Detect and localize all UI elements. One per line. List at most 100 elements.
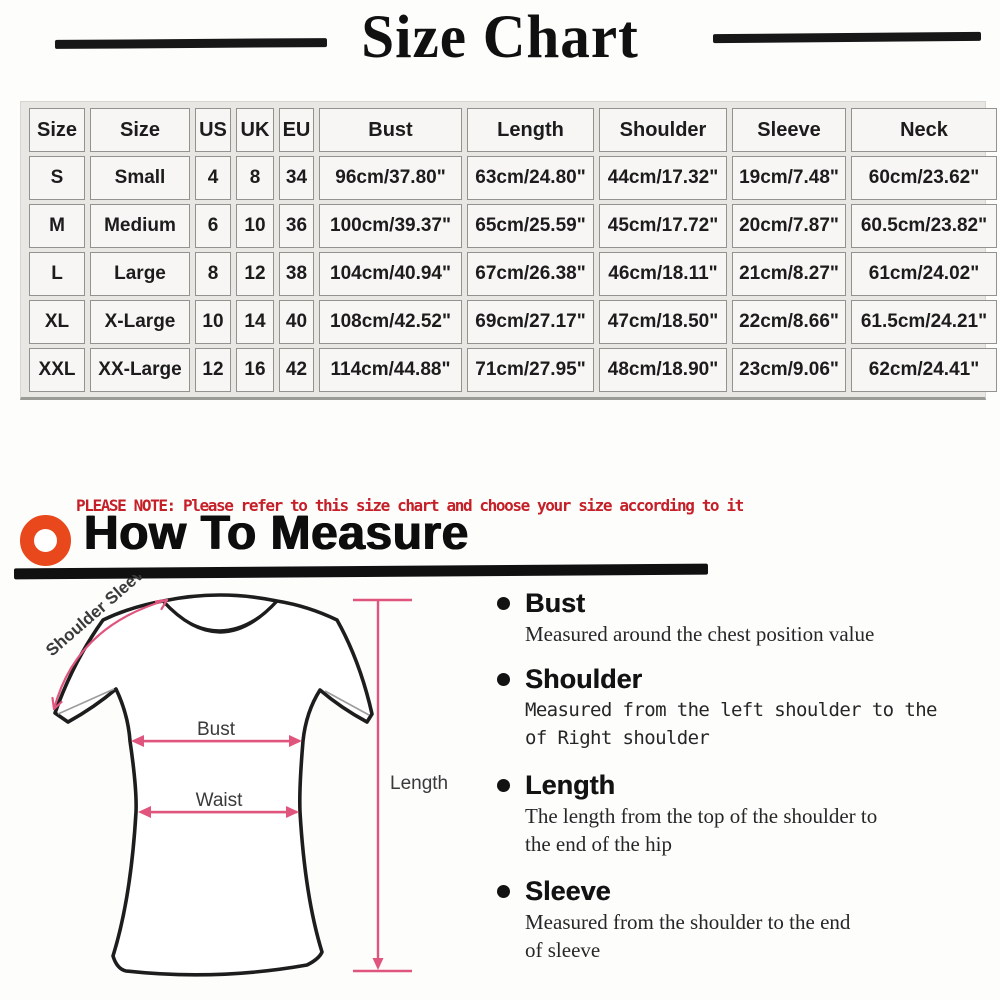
table-cell: Medium bbox=[90, 204, 190, 248]
table-cell: 6 bbox=[195, 204, 231, 248]
col-header-sleeve: Sleeve bbox=[732, 108, 846, 152]
col-header-neck: Neck bbox=[851, 108, 997, 152]
table-cell: 10 bbox=[236, 204, 274, 248]
table-cell: XL bbox=[29, 300, 85, 344]
col-header-bust: Bust bbox=[319, 108, 462, 152]
table-cell: 16 bbox=[236, 348, 274, 392]
table-cell: 46cm/18.11" bbox=[599, 252, 727, 296]
table-cell: 21cm/8.27" bbox=[732, 252, 846, 296]
table-cell: 60cm/23.62" bbox=[851, 156, 997, 200]
table-cell: 8 bbox=[236, 156, 274, 200]
table-cell: 22cm/8.66" bbox=[732, 300, 846, 344]
table-cell: 38 bbox=[279, 252, 314, 296]
table-cell: 12 bbox=[195, 348, 231, 392]
col-header-size-name: Size bbox=[90, 108, 190, 152]
table-cell: 23cm/9.06" bbox=[732, 348, 846, 392]
table-cell: 108cm/42.52" bbox=[319, 300, 462, 344]
table-cell: L bbox=[29, 252, 85, 296]
table-cell: Small bbox=[90, 156, 190, 200]
measure-desc: The length from the top of the shoulder … bbox=[525, 804, 878, 856]
table-cell: XXL bbox=[29, 348, 85, 392]
bullet-icon bbox=[497, 597, 510, 610]
table-row-l: L Large 8 12 38 104cm/40.94" 67cm/26.38"… bbox=[29, 252, 997, 296]
measure-desc: Measured around the chest position value bbox=[525, 622, 875, 646]
measure-term: Sleeve bbox=[525, 876, 611, 906]
ring-bullet-icon bbox=[20, 515, 71, 566]
col-header-shoulder: Shoulder bbox=[599, 108, 727, 152]
measure-term: Length bbox=[525, 770, 615, 800]
collar-inner-line bbox=[169, 607, 271, 632]
table-header-row: Size Size US UK EU Bust Length Shoulder … bbox=[29, 108, 997, 152]
col-header-size-code: Size bbox=[29, 108, 85, 152]
table-cell: Large bbox=[90, 252, 190, 296]
table-cell: 96cm/37.80" bbox=[319, 156, 462, 200]
col-header-us: US bbox=[195, 108, 231, 152]
measure-item-length: Length The length from the top of the sh… bbox=[497, 770, 975, 858]
table-cell: 65cm/25.59" bbox=[467, 204, 594, 248]
length-label: Length bbox=[390, 773, 448, 794]
shoulder-sleeve-arrow bbox=[51, 598, 169, 711]
measure-item-sleeve: Sleeve Measured from the shoulder to the… bbox=[497, 876, 975, 964]
bust-arrow bbox=[131, 735, 302, 747]
waist-label: Waist bbox=[196, 790, 244, 811]
table-row-m: M Medium 6 10 36 100cm/39.37" 65cm/25.59… bbox=[29, 204, 997, 248]
col-header-length: Length bbox=[467, 108, 594, 152]
waist-arrow bbox=[138, 806, 299, 818]
table-cell: 48cm/18.90" bbox=[599, 348, 727, 392]
measure-term: Bust bbox=[525, 588, 585, 618]
table-cell: 36 bbox=[279, 204, 314, 248]
size-chart-table: Size Size US UK EU Bust Length Shoulder … bbox=[24, 104, 1000, 396]
tshirt-measure-diagram: Shoulder Sleeve Bust Waist Length bbox=[42, 575, 448, 977]
table-cell: M bbox=[29, 204, 85, 248]
page-title: Size Chart bbox=[361, 4, 639, 71]
table-row-xl: XL X-Large 10 14 40 108cm/42.52" 69cm/27… bbox=[29, 300, 997, 344]
table-cell: X-Large bbox=[90, 300, 190, 344]
table-cell: 14 bbox=[236, 300, 274, 344]
size-table-container: Size Size US UK EU Bust Length Shoulder … bbox=[20, 101, 997, 400]
left-cuff-seam bbox=[57, 688, 115, 715]
table-cell: 69cm/27.17" bbox=[467, 300, 594, 344]
length-arrow bbox=[353, 598, 412, 973]
table-cell: 71cm/27.95" bbox=[467, 348, 594, 392]
bullet-icon bbox=[497, 779, 510, 792]
table-cell: 61.5cm/24.21" bbox=[851, 300, 997, 344]
table-cell: 100cm/39.37" bbox=[319, 204, 462, 248]
table-cell: 114cm/44.88" bbox=[319, 348, 462, 392]
col-header-uk: UK bbox=[236, 108, 274, 152]
section-heading: How To Measure bbox=[84, 507, 469, 560]
table-row-xxl: XXL XX-Large 12 16 42 114cm/44.88" 71cm/… bbox=[29, 348, 997, 392]
col-header-eu: EU bbox=[279, 108, 314, 152]
tshirt-outline bbox=[53, 593, 374, 977]
table-cell: 34 bbox=[279, 156, 314, 200]
table-cell: 67cm/26.38" bbox=[467, 252, 594, 296]
table-row-s: S Small 4 8 34 96cm/37.80" 63cm/24.80" 4… bbox=[29, 156, 997, 200]
table-cell: 40 bbox=[279, 300, 314, 344]
table-cell: 60.5cm/23.82" bbox=[851, 204, 997, 248]
table-cell: 62cm/24.41" bbox=[851, 348, 997, 392]
table-cell: 61cm/24.02" bbox=[851, 252, 997, 296]
bust-label: Bust bbox=[197, 719, 236, 740]
table-cell: 19cm/7.48" bbox=[732, 156, 846, 200]
measure-desc: Measured from the shoulder to the end of… bbox=[525, 910, 851, 962]
table-cell: 8 bbox=[195, 252, 231, 296]
table-cell: XX-Large bbox=[90, 348, 190, 392]
bullet-icon bbox=[497, 673, 510, 686]
measure-term: Shoulder bbox=[525, 664, 643, 694]
right-cuff-seam bbox=[324, 690, 370, 716]
table-cell: S bbox=[29, 156, 85, 200]
table-cell: 104cm/40.94" bbox=[319, 252, 462, 296]
table-cell: 63cm/24.80" bbox=[467, 156, 594, 200]
measure-desc: Measured from the left shoulder to the o… bbox=[525, 699, 937, 749]
table-cell: 42 bbox=[279, 348, 314, 392]
table-cell: 4 bbox=[195, 156, 231, 200]
please-note-text: PLEASE NOTE: Please refer to this size c… bbox=[76, 496, 744, 515]
table-cell: 44cm/17.32" bbox=[599, 156, 727, 200]
table-cell: 45cm/17.72" bbox=[599, 204, 727, 248]
measure-item-shoulder: Shoulder Measured from the left shoulder… bbox=[497, 664, 975, 752]
table-cell: 47cm/18.50" bbox=[599, 300, 727, 344]
table-cell: 12 bbox=[236, 252, 274, 296]
table-cell: 10 bbox=[195, 300, 231, 344]
table-cell: 20cm/7.87" bbox=[732, 204, 846, 248]
measure-item-bust: Bust Measured around the chest position … bbox=[497, 588, 975, 648]
